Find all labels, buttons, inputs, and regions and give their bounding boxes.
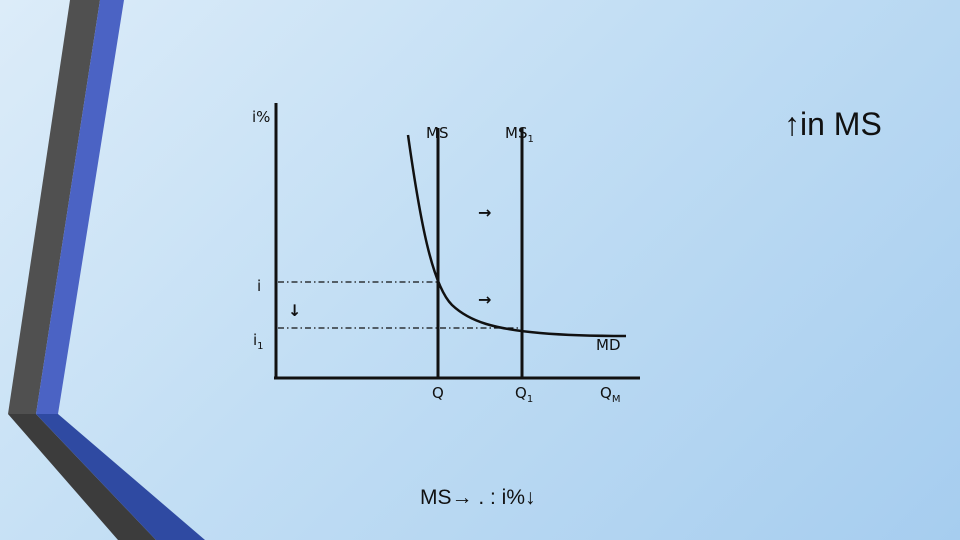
ms-label: MS xyxy=(426,124,449,142)
slide-caption: MS→ . : i%↓ xyxy=(420,486,536,510)
rate-down-arrow: ↓ xyxy=(288,301,302,320)
q-label: Q xyxy=(432,384,444,402)
qm-text: Q xyxy=(600,384,612,402)
y-axis-label: i% xyxy=(252,108,271,126)
ms1-subscript: 1 xyxy=(527,134,534,145)
q1-label: Q1 xyxy=(515,386,533,405)
shift-right-arrow-bottom: → xyxy=(478,290,492,309)
i1-label: i1 xyxy=(253,333,264,352)
qm-subscript: M xyxy=(611,394,621,405)
q1-text: Q xyxy=(515,384,527,402)
q1-subscript: 1 xyxy=(526,394,534,405)
i-label: i xyxy=(257,277,262,295)
ribbon-dark-bottom xyxy=(8,414,156,540)
caption-result: . : i%↓ xyxy=(478,486,536,509)
ribbon-navy-bottom xyxy=(36,414,205,540)
caption-ms: MS xyxy=(420,486,452,509)
md-label: MD xyxy=(596,336,621,354)
shift-right-arrow-top: → xyxy=(478,203,492,222)
slide-title: ↑in MS xyxy=(784,106,882,142)
ms1-label: MS1 xyxy=(505,126,534,145)
md-curve xyxy=(406,134,627,338)
i1-subscript: 1 xyxy=(257,341,264,352)
qm-label: QM xyxy=(600,386,620,405)
caption-arrow: → xyxy=(451,486,473,509)
i1-text: i xyxy=(253,331,258,349)
ribbon-dark-stripe xyxy=(8,0,100,414)
ribbon-blue-stripe xyxy=(36,0,124,414)
ms1-text: MS xyxy=(505,124,528,142)
